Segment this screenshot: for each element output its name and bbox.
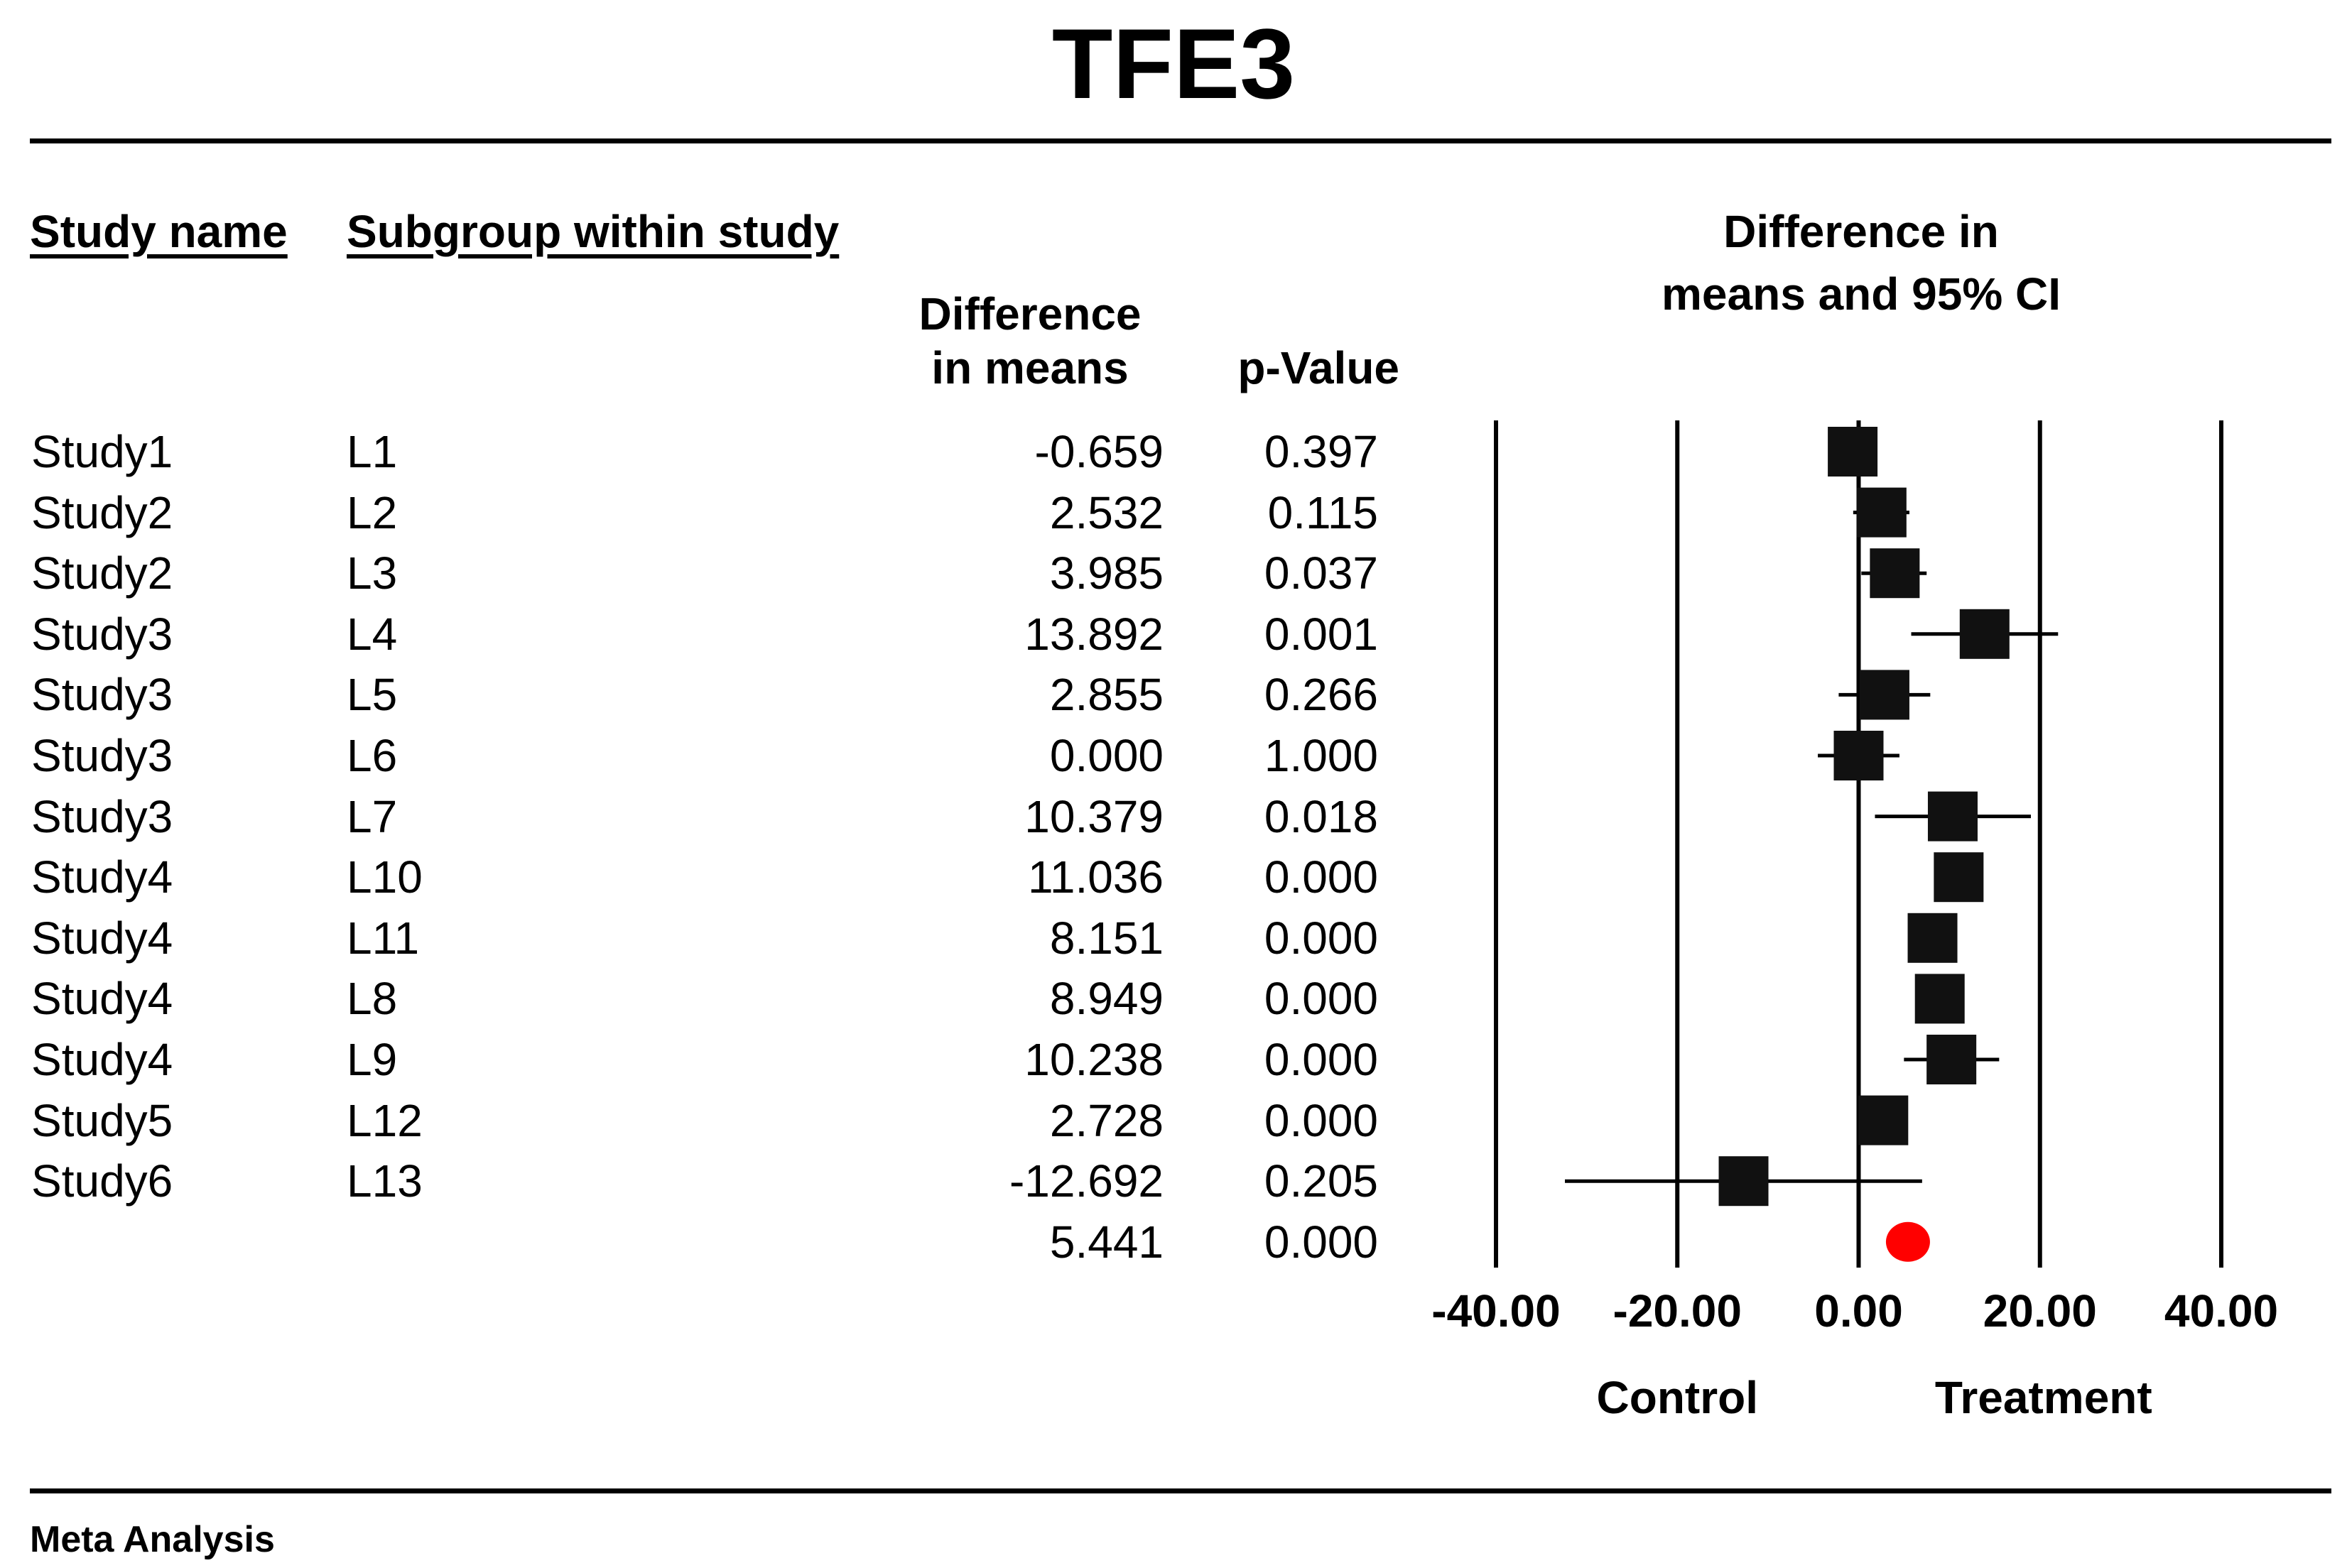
study-name-cell: Study2	[31, 486, 173, 538]
x-tick-label: 0.00	[1814, 1285, 1903, 1336]
diff-in-means-cell: 8.949	[1049, 973, 1164, 1025]
diff-in-means-cell: 2.855	[1049, 669, 1164, 721]
summary-marker	[1885, 1221, 1930, 1262]
study-name-cell: Study3	[31, 790, 173, 842]
x-tick-label: 20.00	[1983, 1285, 2097, 1336]
study-marker	[1959, 609, 2010, 659]
subgroup-cell: L7	[347, 790, 398, 842]
diff-in-means-cell: 2.532	[1049, 486, 1164, 538]
subgroup-cell: L8	[347, 973, 398, 1025]
p-value-cell: 0.397	[1264, 426, 1378, 477]
subgroup-cell: L6	[347, 730, 398, 781]
p-value-cell: 0.001	[1264, 608, 1378, 660]
x-tick-label: 40.00	[2164, 1285, 2278, 1336]
study-name-cell: Study2	[31, 548, 173, 599]
study-marker	[1907, 913, 1958, 963]
p-value-cell: 1.000	[1264, 730, 1378, 781]
diff-in-means-cell: 10.379	[1024, 790, 1164, 842]
study-name-cell: Study3	[31, 608, 173, 660]
diff-header-line1: Difference	[918, 288, 1142, 339]
study-name-cell: Study4	[31, 912, 173, 964]
footer-label: Meta Analysis	[30, 1519, 275, 1560]
diff-in-means-cell: 2.728	[1049, 1094, 1164, 1146]
subgroup-cell: L10	[347, 851, 423, 903]
study-marker	[1926, 1035, 1977, 1084]
summary-p-value-cell: 0.000	[1264, 1216, 1378, 1268]
subgroup-cell: L2	[347, 486, 398, 538]
study-marker	[1833, 731, 1884, 780]
study-name-cell: Study4	[31, 1034, 173, 1085]
diff-in-means-cell: 11.036	[1028, 851, 1164, 903]
study-name-cell: Study4	[31, 973, 173, 1025]
treatment-label: Treatment	[1935, 1372, 2152, 1423]
diff-header-line2: in means	[931, 342, 1129, 393]
p-value-cell: 0.000	[1264, 851, 1378, 903]
study-marker	[1870, 548, 1920, 599]
study-name-header: Study name	[30, 206, 288, 257]
subgroup-cell: L11	[347, 912, 420, 964]
study-marker	[1858, 1095, 1909, 1145]
study-marker	[1856, 487, 1907, 538]
subgroup-cell: L9	[347, 1034, 398, 1085]
study-name-cell: Study1	[31, 426, 173, 477]
study-marker	[1718, 1156, 1769, 1207]
diff-in-means-cell: -12.692	[1009, 1155, 1164, 1207]
subgroup-cell: L1	[347, 426, 398, 477]
x-tick-label: -40.00	[1431, 1285, 1560, 1336]
study-name-cell: Study4	[31, 851, 173, 903]
plot-header-line2: means and 95% CI	[1662, 268, 2061, 320]
study-marker	[1828, 427, 1878, 477]
study-marker	[1927, 791, 1978, 842]
pvalue-header: p-Value	[1237, 342, 1399, 393]
p-value-cell: 0.000	[1264, 1034, 1378, 1085]
study-marker	[1914, 974, 1965, 1024]
p-value-cell: 0.000	[1264, 912, 1378, 964]
p-value-cell: 0.000	[1264, 973, 1378, 1025]
subgroup-cell: L5	[347, 669, 398, 721]
plot-header-line1: Difference in	[1723, 206, 1999, 257]
p-value-cell: 0.037	[1264, 548, 1378, 599]
x-tick-label: -20.00	[1613, 1285, 1742, 1336]
diff-in-means-cell: 10.238	[1024, 1034, 1164, 1085]
bottom-divider	[30, 1488, 2331, 1493]
p-value-cell: 0.018	[1264, 790, 1378, 842]
subgroup-cell: L4	[347, 608, 398, 660]
diff-in-means-cell: 8.151	[1049, 912, 1164, 964]
diff-in-means-cell: 0.000	[1049, 730, 1164, 781]
control-label: Control	[1597, 1372, 1759, 1423]
page-title: TFE3	[1051, 8, 1296, 119]
p-value-cell: 0.205	[1264, 1155, 1378, 1207]
top-divider	[30, 138, 2331, 143]
diff-in-means-cell: 13.892	[1024, 608, 1164, 660]
study-name-cell: Study3	[31, 730, 173, 781]
summary-diff-cell: 5.441	[1049, 1216, 1164, 1268]
p-value-cell: 0.000	[1264, 1094, 1378, 1146]
study-name-cell: Study5	[31, 1094, 173, 1146]
subgroup-cell: L13	[347, 1155, 423, 1207]
study-marker	[1859, 670, 1909, 720]
study-name-cell: Study6	[31, 1155, 173, 1207]
p-value-cell: 0.266	[1264, 669, 1378, 721]
diff-in-means-cell: 3.985	[1049, 548, 1164, 599]
subgroup-cell: L3	[347, 548, 398, 599]
diff-in-means-cell: -0.659	[1034, 426, 1164, 477]
p-value-cell: 0.115	[1267, 486, 1378, 538]
subgroup-cell: L12	[347, 1094, 423, 1146]
study-name-cell: Study3	[31, 669, 173, 721]
study-marker	[1934, 852, 1984, 903]
subgroup-header: Subgroup within study	[347, 206, 840, 257]
